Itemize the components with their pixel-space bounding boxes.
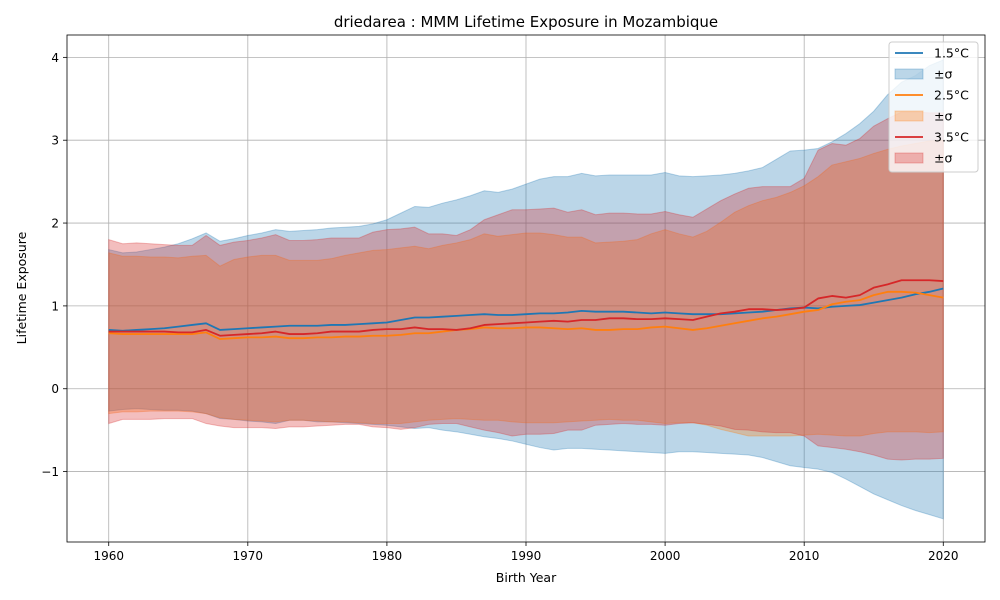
y-tick-label: 4	[51, 51, 59, 65]
legend-label: ±σ	[934, 151, 952, 166]
y-tick-label: 1	[51, 299, 59, 313]
legend-label: 1.5°C	[934, 46, 969, 61]
legend-band-swatch	[894, 152, 924, 164]
x-tick-label: 2010	[789, 549, 820, 563]
y-axis-label: Lifetime Exposure	[14, 231, 29, 344]
legend-label: 3.5°C	[934, 130, 969, 145]
chart-title: driedarea : MMM Lifetime Exposure in Moz…	[334, 13, 718, 31]
uncertainty-bands	[108, 59, 944, 520]
legend-band-swatch	[894, 110, 924, 122]
x-tick-label: 1960	[93, 549, 124, 563]
band-series-1	[108, 59, 944, 520]
y-axis-ticks: −1 0 1 2 3 4	[41, 51, 67, 479]
y-tick-label: −1	[41, 465, 59, 479]
legend-box	[888, 41, 979, 173]
y-tick-label: 0	[51, 382, 59, 396]
x-axis-ticks: 1960 1970 1980 1990 2000 2010 2020	[93, 542, 959, 563]
x-tick-label: 1990	[511, 549, 542, 563]
line-series-3	[108, 279, 944, 337]
band-series-2	[108, 139, 944, 437]
y-tick-label: 2	[51, 217, 59, 231]
y-tick-label: 3	[51, 134, 59, 148]
x-axis-label: Birth Year	[496, 570, 557, 585]
band-series-3	[108, 111, 944, 461]
legend-label: ±σ	[934, 67, 952, 82]
x-tick-label: 2000	[650, 549, 681, 563]
x-tick-label: 1970	[233, 549, 264, 563]
x-tick-label: 1980	[372, 549, 403, 563]
legend: 1.5°C ±σ 2.5°C ±σ 3.5°C ±σ	[888, 41, 979, 173]
legend-label: 2.5°C	[934, 88, 969, 103]
series-lines	[108, 279, 944, 340]
x-tick-label: 2020	[928, 549, 959, 563]
legend-band-swatch	[894, 68, 924, 80]
line-series-2	[108, 290, 944, 340]
legend-label: ±σ	[934, 109, 952, 124]
